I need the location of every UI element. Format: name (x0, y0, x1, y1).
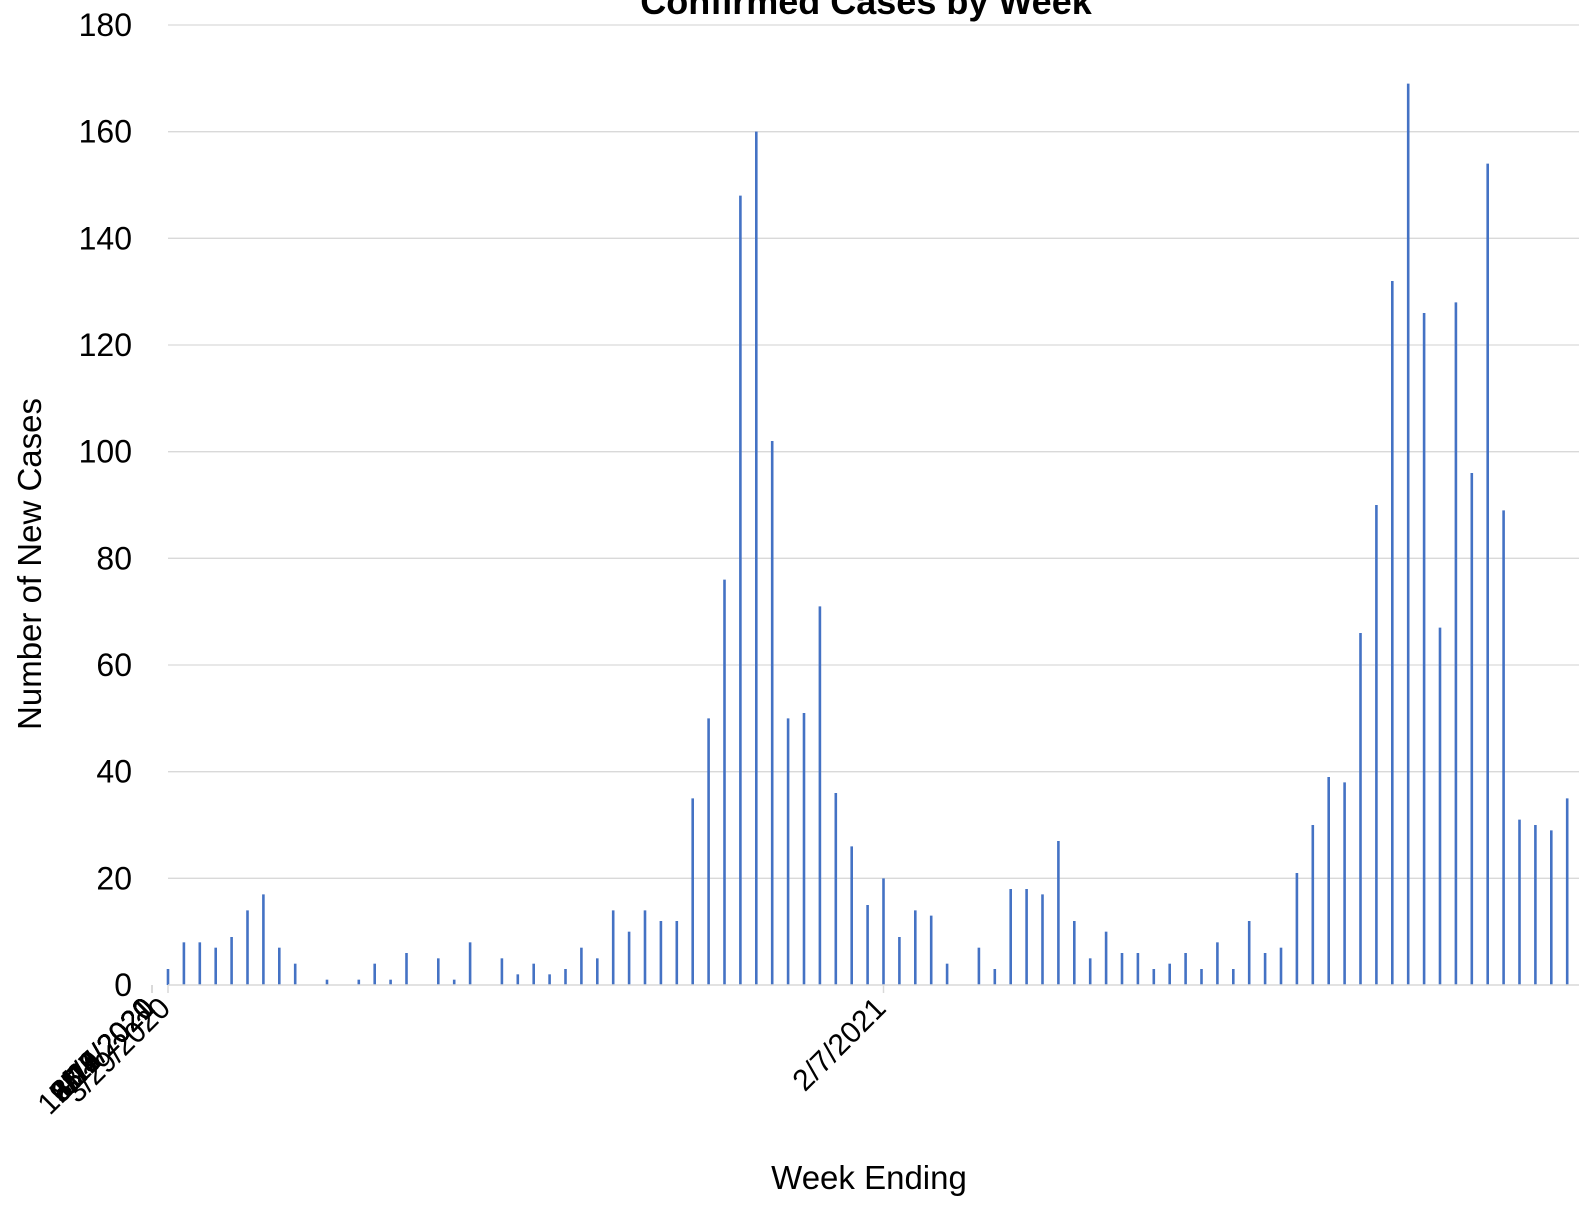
x-axis-title: Week Ending (771, 1159, 967, 1196)
y-tick-label: 160 (79, 114, 132, 150)
y-tick-label: 100 (79, 434, 132, 470)
x-tick-label: 11/4/2021 (45, 992, 161, 1108)
gridlines (168, 24, 1579, 879)
y-tick-label: 180 (79, 7, 132, 43)
y-axis-title: Number of New Cases (11, 398, 48, 730)
y-axis-ticks: 0 20 40 60 80 100 120 140 160 180 (79, 7, 132, 1003)
y-tick-label: 80 (96, 540, 132, 576)
y-tick-label: 0 (114, 967, 132, 1003)
y-tick-label: 60 (96, 647, 132, 683)
x-axis (151, 984, 1579, 993)
x-tick-label: 2/7/2021 (787, 992, 893, 1098)
y-tick-label: 20 (96, 860, 132, 896)
chart-title: Confirmed Cases by Week (640, 0, 1092, 22)
x-axis-ticks: 3/29/20205/13/20206/27/20208/11/20209/25… (32, 992, 893, 1122)
y-tick-label: 40 (96, 754, 132, 790)
y-tick-label: 120 (79, 327, 132, 363)
bars (166, 83, 1569, 985)
y-tick-label: 140 (79, 220, 132, 256)
